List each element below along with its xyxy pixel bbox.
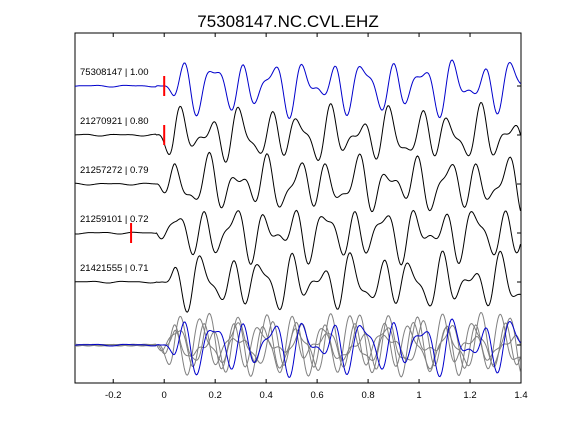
stack-trace — [74, 318, 521, 379]
trace-label: 75308147 | 1.00 — [80, 67, 149, 78]
x-tick-label: 1.4 — [514, 390, 527, 401]
x-tick-label: -0.2 — [105, 390, 121, 401]
x-tick-label: 0.4 — [260, 390, 273, 401]
trace-label: 21259101 | 0.72 — [80, 214, 149, 225]
x-tick-label: 0.8 — [361, 390, 374, 401]
x-tick-label: 0.2 — [209, 390, 222, 401]
x-tick-label: 1 — [416, 390, 421, 401]
trace-panel: 75308147 | 1.00 21270921 | 0.80 21257272 |… — [74, 59, 521, 313]
trace-label: 21270921 | 0.80 — [80, 116, 149, 127]
x-tick-label: 1.2 — [463, 390, 476, 401]
waveform-trace — [74, 151, 521, 213]
plot-frame — [74, 32, 522, 384]
chart-title: 75308147.NC.CVL.EHZ — [197, 12, 378, 31]
x-axis: -0.2 0 0.2 0.4 0.6 0.8 1 1.2 1.4 — [105, 33, 528, 401]
waveform-trace — [74, 209, 521, 266]
x-tick-label: 0.6 — [311, 390, 324, 401]
waveform-trace — [74, 250, 521, 313]
trace-label: 21421555 | 0.71 — [80, 263, 149, 274]
trace-label: 21257272 | 0.79 — [80, 165, 149, 176]
x-tick-label: 0 — [162, 390, 167, 401]
waveform-trace — [75, 101, 521, 163]
stacked-overlay — [74, 311, 521, 379]
waveform-trace — [74, 59, 521, 120]
